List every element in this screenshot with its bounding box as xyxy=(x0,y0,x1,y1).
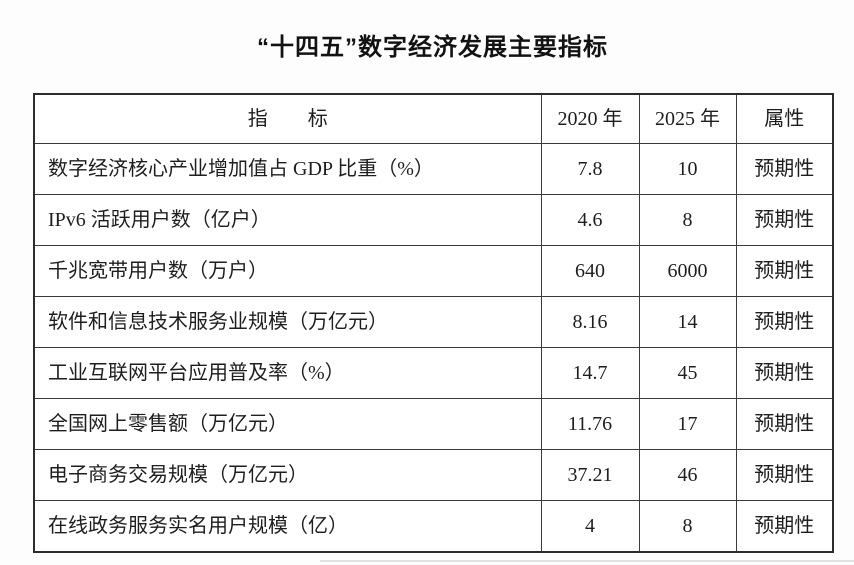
cell-indicator: 数字经济核心产业增加值占 GDP 比重（%） xyxy=(33,142,542,195)
cell-indicator: IPv6 活跃用户数（亿户） xyxy=(33,193,542,246)
cell-indicator: 工业互联网平台应用普及率（%） xyxy=(33,346,542,400)
cell-attribute: 预期性 xyxy=(735,398,834,451)
cell-attribute: 预期性 xyxy=(735,346,834,400)
cell-attribute: 预期性 xyxy=(735,244,834,297)
cell-2020: 640 xyxy=(540,244,640,297)
col-header-attribute: 属性 xyxy=(735,93,834,144)
col-header-indicator: 指 标 xyxy=(33,93,542,144)
cell-attribute: 预期性 xyxy=(735,500,834,553)
cell-2025: 10 xyxy=(638,142,737,195)
table-row: 数字经济核心产业增加值占 GDP 比重（%） 7.8 10 预期性 xyxy=(33,142,834,195)
cell-indicator: 千兆宽带用户数（万户） xyxy=(33,244,542,297)
table-row: 工业互联网平台应用普及率（%） 14.7 45 预期性 xyxy=(33,346,834,400)
header-row: 指 标 2020 年 2025 年 属性 xyxy=(33,93,834,144)
table-row: 软件和信息技术服务业规模（万亿元） 8.16 14 预期性 xyxy=(33,295,834,349)
col-header-2020: 2020 年 xyxy=(540,93,640,144)
table-row: 在线政务服务实名用户规模（亿） 4 8 预期性 xyxy=(33,500,834,553)
page-title: “十四五”数字经济发展主要指标 xyxy=(257,34,608,61)
cell-2020: 8.16 xyxy=(540,295,640,349)
indicator-table: 指 标 2020 年 2025 年 属性 数字经济核心产业增加值占 GDP 比重… xyxy=(33,93,834,553)
table-row: 全国网上零售额（万亿元） 11.76 17 预期性 xyxy=(33,398,834,451)
cell-2020: 11.76 xyxy=(540,398,640,451)
cell-2025: 46 xyxy=(638,449,737,502)
cell-indicator: 电子商务交易规模（万亿元） xyxy=(33,449,542,502)
cell-2025: 8 xyxy=(638,500,737,553)
cell-2025: 6000 xyxy=(638,244,737,297)
cell-2020: 14.7 xyxy=(540,346,640,400)
cell-indicator: 在线政务服务实名用户规模（亿） xyxy=(33,500,542,553)
cell-2020: 4.6 xyxy=(540,193,640,246)
cell-2025: 17 xyxy=(638,398,737,451)
col-header-2025: 2025 年 xyxy=(638,93,737,144)
cell-indicator: 全国网上零售额（万亿元） xyxy=(33,398,542,451)
cell-2020: 37.21 xyxy=(540,449,640,502)
cell-attribute: 预期性 xyxy=(735,193,834,246)
cell-2025: 14 xyxy=(638,295,737,349)
cell-2025: 45 xyxy=(638,346,737,400)
table-row: IPv6 活跃用户数（亿户） 4.6 8 预期性 xyxy=(33,193,834,246)
cell-indicator: 软件和信息技术服务业规模（万亿元） xyxy=(33,295,542,349)
table-row: 电子商务交易规模（万亿元） 37.21 46 预期性 xyxy=(33,449,834,502)
table-row: 千兆宽带用户数（万户） 640 6000 预期性 xyxy=(33,244,834,297)
cell-2020: 4 xyxy=(540,500,640,553)
cell-attribute: 预期性 xyxy=(735,295,834,349)
bottom-divider xyxy=(320,560,854,562)
cell-2025: 8 xyxy=(638,193,737,246)
cell-attribute: 预期性 xyxy=(735,142,834,195)
cell-attribute: 预期性 xyxy=(735,449,834,502)
cell-2020: 7.8 xyxy=(540,142,640,195)
